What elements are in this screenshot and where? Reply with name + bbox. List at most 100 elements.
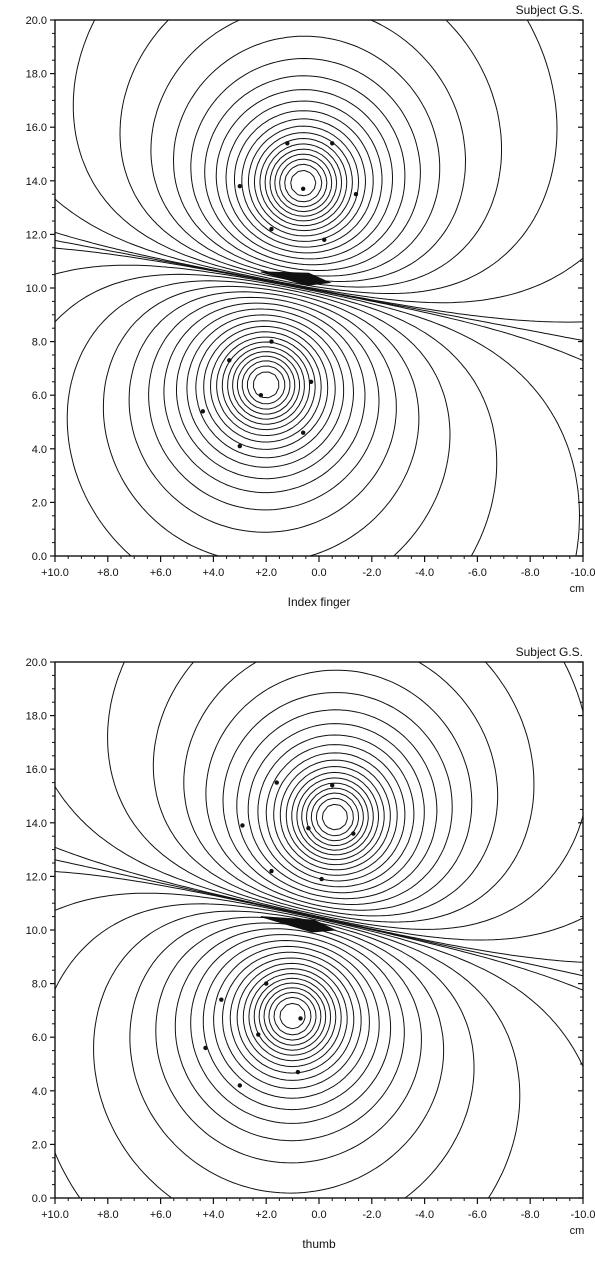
contour-line — [222, 951, 362, 1090]
contour-line — [321, 803, 348, 831]
y-tick-label: 4.0 — [32, 1086, 47, 1098]
y-tick-label: 14.0 — [26, 818, 47, 830]
y-tick-label: 12.0 — [26, 871, 47, 883]
y-tick-label: 4.0 — [32, 444, 47, 456]
contour-line — [284, 163, 323, 203]
sensor-point — [351, 831, 356, 836]
contour-line — [232, 351, 301, 420]
contour-line — [291, 771, 379, 861]
contour-line — [279, 158, 328, 208]
contour-line — [225, 100, 383, 254]
contour-line — [253, 977, 332, 1056]
y-tick-label: 6.0 — [32, 1032, 47, 1044]
x-tick-label: -2.0 — [362, 567, 381, 579]
contour-map-thumb: +10.0 +8.0 +6.0 +4.0 +2.0 0.0 -2.0 -4.0 -6.0 -8.0… — [0, 642, 595, 1267]
sensor-point — [269, 226, 274, 232]
sensor-point — [300, 186, 306, 192]
contour-line — [174, 928, 405, 1142]
contour-line — [93, 910, 475, 1198]
x-tick-label: +8.0 — [97, 1209, 119, 1221]
y-tick-label: 14.0 — [26, 176, 47, 188]
contour-line — [236, 709, 438, 900]
sensor-point — [353, 192, 359, 197]
x-tick-label: -4.0 — [415, 567, 434, 579]
contour-line — [279, 1002, 306, 1030]
contour-line — [202, 940, 380, 1111]
y-tick-label: 10.0 — [26, 925, 47, 937]
contour-line — [190, 58, 421, 271]
x-tick-label: -2.0 — [362, 1209, 381, 1221]
contour-line — [148, 296, 380, 511]
contour-line — [248, 973, 337, 1062]
contour-line — [247, 723, 425, 894]
contour-line — [173, 35, 441, 277]
x-tick-label: +8.0 — [97, 567, 119, 579]
contour-line — [290, 169, 317, 197]
x-tick-label: -8.0 — [521, 1209, 540, 1221]
sensor-point — [237, 183, 242, 189]
contour-line — [55, 264, 580, 556]
subject-label: Subject G.S. — [516, 645, 583, 659]
contour-line — [257, 734, 415, 888]
contour-line — [274, 153, 333, 213]
contour-line — [236, 962, 348, 1074]
contour-line — [273, 752, 398, 876]
sensor-point — [285, 141, 290, 146]
contour-line — [107, 662, 583, 930]
y-tick-label: 2.0 — [32, 1139, 47, 1151]
contour-line — [315, 797, 354, 837]
x-tick-label: +10.0 — [41, 567, 69, 579]
y-tick-label: 20.0 — [26, 657, 47, 669]
x-tick-label: 0.0 — [311, 567, 326, 579]
contour-line — [102, 285, 420, 556]
contour-line — [259, 138, 348, 227]
contour-line — [205, 669, 473, 911]
sensor-point — [269, 868, 274, 874]
sensor-point — [237, 443, 242, 449]
contour-line — [128, 291, 397, 533]
x-tick-label: +6.0 — [150, 1209, 172, 1221]
y-tick-label: 8.0 — [32, 337, 47, 349]
contour-line — [55, 273, 498, 556]
contour-line — [176, 308, 354, 480]
contour-line — [279, 759, 391, 871]
x-tick-label: -10.0 — [570, 567, 595, 579]
y-tick-label: 16.0 — [26, 122, 47, 134]
contour-line — [246, 365, 286, 405]
contour-line — [222, 692, 453, 905]
contour-line — [55, 786, 583, 941]
sensor-point — [295, 1069, 301, 1075]
contour-line — [301, 782, 369, 851]
contour-line — [253, 371, 280, 399]
contour-lines — [55, 20, 583, 556]
contour-line — [195, 320, 336, 459]
y-tick-label: 18.0 — [26, 711, 47, 723]
contour-line — [310, 792, 360, 842]
y-tick-label: 0.0 — [32, 551, 47, 563]
sensor-point — [322, 237, 327, 242]
sensor-point — [240, 823, 245, 828]
contour-line — [258, 982, 327, 1051]
x-tick-label: +6.0 — [150, 567, 172, 579]
contour-line — [55, 892, 583, 1067]
contour-line — [152, 662, 535, 923]
x-unit-label: cm — [570, 1225, 585, 1237]
contour-line — [163, 302, 366, 494]
contour-line — [55, 846, 583, 963]
contour-line — [215, 89, 393, 260]
x-tick-label: +4.0 — [203, 1209, 225, 1221]
plot-frame — [54, 19, 584, 557]
contour-line — [236, 355, 296, 415]
sensor-point — [227, 358, 232, 363]
y-tick-label: 8.0 — [32, 979, 47, 991]
sensor-point — [319, 876, 324, 882]
contour-line — [210, 331, 322, 443]
sensor-point — [203, 1045, 208, 1051]
contour-line — [221, 341, 311, 431]
sensor-point — [308, 379, 314, 384]
contour-plot-svg: +10.0 +8.0 +6.0 +4.0 +2.0 0.0 -2.0 -4.0 -6.0 -8.0… — [26, 645, 595, 1251]
x-tick-label: +4.0 — [203, 567, 225, 579]
sensor-point — [269, 339, 274, 344]
y-tick-label: 16.0 — [26, 764, 47, 776]
contour-line — [227, 346, 305, 425]
